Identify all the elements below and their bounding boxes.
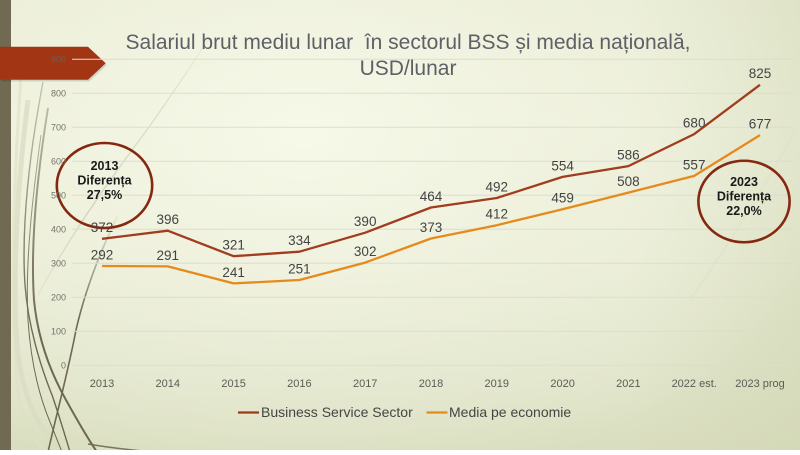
svg-text:700: 700: [51, 123, 66, 133]
svg-text:0: 0: [61, 361, 66, 371]
svg-text:300: 300: [51, 259, 66, 269]
svg-text:800: 800: [51, 89, 66, 99]
svg-text:396: 396: [157, 212, 180, 227]
svg-text:USD/lunar: USD/lunar: [360, 57, 457, 80]
svg-text:27,5%: 27,5%: [87, 188, 122, 202]
svg-text:586: 586: [617, 148, 640, 163]
svg-text:321: 321: [222, 238, 245, 253]
svg-text:372: 372: [91, 220, 114, 235]
svg-text:2022 est.: 2022 est.: [672, 378, 717, 390]
svg-text:Salariul brut mediu lunar în: Salariul brut mediu lunar în sectorul BS…: [126, 31, 691, 54]
svg-text:464: 464: [420, 189, 443, 204]
svg-text:251: 251: [288, 261, 311, 276]
svg-text:2018: 2018: [419, 378, 443, 390]
svg-text:557: 557: [683, 157, 706, 172]
svg-text:825: 825: [749, 66, 772, 81]
svg-text:Diferența: Diferența: [77, 174, 132, 188]
svg-text:2020: 2020: [550, 378, 574, 390]
svg-text:241: 241: [222, 265, 245, 280]
svg-text:373: 373: [420, 220, 443, 235]
svg-text:492: 492: [486, 179, 509, 194]
svg-text:302: 302: [354, 244, 377, 259]
svg-text:334: 334: [288, 233, 311, 248]
svg-text:900: 900: [51, 55, 66, 65]
svg-text:2013: 2013: [90, 378, 114, 390]
svg-text:2013: 2013: [91, 159, 119, 173]
svg-text:2017: 2017: [353, 378, 377, 390]
svg-text:400: 400: [51, 225, 66, 235]
svg-text:2015: 2015: [221, 378, 245, 390]
svg-text:200: 200: [51, 293, 66, 303]
svg-text:291: 291: [157, 248, 180, 263]
svg-text:2021: 2021: [616, 378, 640, 390]
svg-text:2016: 2016: [287, 378, 311, 390]
svg-text:554: 554: [551, 158, 574, 173]
svg-text:412: 412: [486, 207, 509, 222]
svg-text:500: 500: [51, 191, 66, 201]
svg-text:292: 292: [91, 247, 114, 262]
svg-text:Business Service Sector: Business Service Sector: [261, 404, 413, 420]
svg-text:680: 680: [683, 116, 706, 131]
svg-text:2019: 2019: [485, 378, 509, 390]
svg-text:22,0%: 22,0%: [726, 204, 761, 218]
svg-text:2023 prog: 2023 prog: [735, 378, 785, 390]
svg-text:Diferența: Diferența: [717, 190, 772, 204]
svg-text:Media pe economie: Media pe economie: [449, 404, 571, 420]
svg-text:677: 677: [749, 117, 772, 132]
svg-text:2014: 2014: [156, 378, 180, 390]
svg-text:508: 508: [617, 174, 640, 189]
svg-text:2023: 2023: [730, 175, 758, 189]
svg-text:100: 100: [51, 327, 66, 337]
svg-text:390: 390: [354, 214, 377, 229]
svg-text:600: 600: [51, 157, 66, 167]
svg-text:459: 459: [551, 191, 574, 206]
